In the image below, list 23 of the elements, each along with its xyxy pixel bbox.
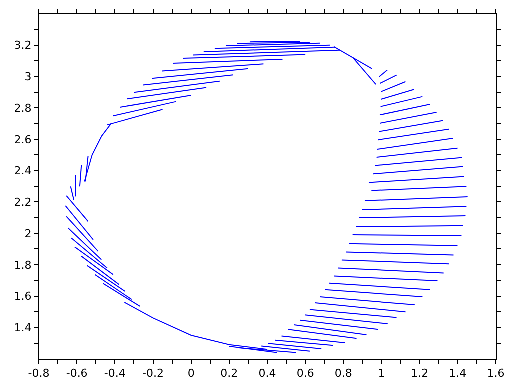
- y-tick-label: 3: [24, 70, 32, 84]
- y-tick-label: 3.2: [14, 39, 32, 52]
- y-tick-label: 2.4: [14, 164, 32, 178]
- x-tick-label: 1: [378, 367, 386, 380]
- x-tick-label: 0.6: [296, 367, 314, 380]
- y-tick-label: 1.8: [14, 258, 32, 272]
- x-tick-label: 1.4: [449, 367, 467, 380]
- y-tick-label: 1.4: [14, 321, 32, 334]
- y-tick-label: 2: [24, 227, 32, 240]
- x-tick-label: 0.2: [220, 367, 238, 380]
- x-tick-label: 1.2: [411, 367, 429, 380]
- y-tick-label: 1.6: [14, 290, 32, 304]
- x-tick-label: -0.2: [142, 367, 164, 380]
- y-tick-label: 2.6: [14, 133, 32, 146]
- x-tick-label: 0.4: [258, 367, 276, 380]
- x-tick-label: 0: [188, 367, 195, 380]
- x-tick-label: -0.8: [28, 367, 50, 380]
- x-tick-label: 0.8: [334, 367, 352, 380]
- y-tick-label: 2.2: [14, 196, 32, 210]
- x-tick-label: 1.6: [487, 367, 505, 380]
- x-tick-label: -0.4: [104, 367, 126, 380]
- x-tick-label: -0.6: [66, 367, 88, 380]
- y-tick-label: 2.8: [14, 102, 32, 115]
